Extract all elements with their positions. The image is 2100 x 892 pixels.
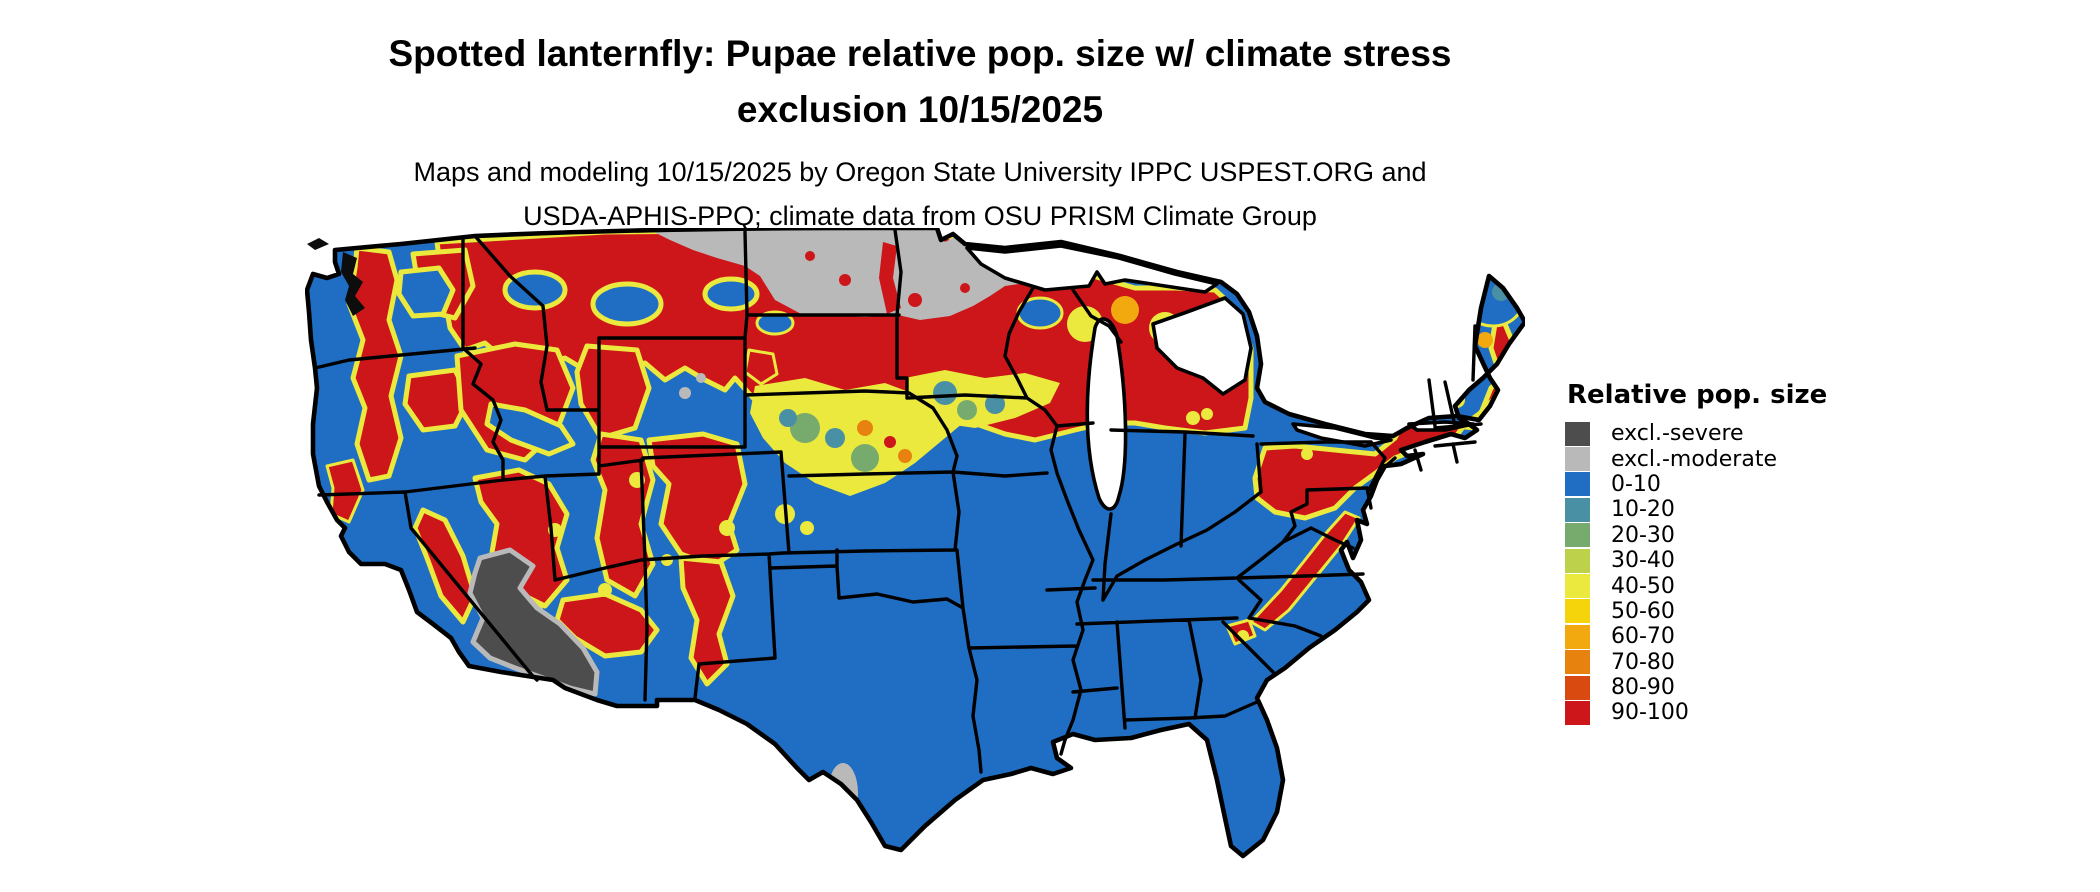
island-speck: [404, 641, 410, 647]
new-mexico-red: [678, 555, 736, 687]
white-mtns-blue: [1439, 344, 1463, 368]
state-borders: [313, 228, 1483, 774]
legend-swatch: [1565, 421, 1590, 446]
green-patch: [957, 400, 977, 420]
map-subtitle: Maps and modeling 10/15/2025 by Oregon S…: [270, 151, 1570, 238]
yellow-patch: [800, 521, 814, 535]
adirondacks-blue: [1344, 367, 1382, 397]
legend-item: 10-20: [1565, 497, 1875, 522]
legend-items: excl.-severe excl.-moderate 0-10 10-20 20-30…: [1565, 421, 1875, 726]
us-outline: [305, 228, 1525, 859]
legend-label: 60-70: [1611, 624, 1675, 650]
orange-patch: [1477, 332, 1493, 348]
legend-swatch: [1565, 472, 1590, 497]
red-speck: [839, 274, 851, 286]
legend: Relative pop. size excl.-severe excl.-mod…: [1565, 380, 1875, 726]
map-title-line2: exclusion 10/15/2025: [736, 88, 1104, 130]
legend-item: 90-100: [1565, 700, 1875, 725]
lake-superior: [965, 244, 1219, 294]
map-title: Spotted lanternfly: Pupae relative pop. …: [270, 26, 1570, 137]
legend-item: 70-80: [1565, 650, 1875, 675]
vancouver-island-edge: [307, 238, 329, 250]
legend-swatch: [1565, 447, 1590, 472]
legend-label: 80-90: [1611, 675, 1675, 701]
map-title-line1: Spotted lanternfly: Pupae relative pop. …: [388, 33, 1452, 74]
teal-patch: [933, 381, 957, 405]
yellow-patch: [598, 583, 612, 597]
legend-swatch: [1565, 650, 1590, 675]
legend-title: Relative pop. size: [1567, 380, 1828, 410]
green-patch: [790, 413, 820, 443]
map-subtitle-line1: Maps and modeling 10/15/2025 by Oregon S…: [413, 157, 1427, 187]
montana-plain-blue: [590, 281, 664, 327]
legend-label: 90-100: [1611, 700, 1689, 726]
legend-swatch: [1565, 523, 1590, 548]
red-speck: [908, 293, 922, 307]
legend-label: 10-20: [1611, 497, 1675, 523]
legend-item: excl.-moderate: [1565, 446, 1875, 472]
red-river-red-streak: [879, 242, 901, 314]
teal-patch: [985, 394, 1005, 414]
gray-speck: [696, 373, 706, 383]
appalachians-red: [1249, 510, 1361, 632]
lake-huron: [1151, 296, 1253, 396]
yellow-patch: [1186, 411, 1200, 425]
legend-swatch: [1565, 675, 1590, 700]
legend-item: 50-60: [1565, 599, 1875, 624]
legend-item: 30-40: [1565, 548, 1875, 573]
legend-item: 40-50: [1565, 573, 1875, 599]
legend-item: 20-30: [1565, 523, 1875, 548]
montana-valley-blue: [502, 269, 568, 311]
excl-severe-speck: [841, 804, 849, 812]
blue-mountains-red: [402, 367, 472, 433]
montana-plain-blue: [702, 276, 760, 312]
nca-coast-range-red: [325, 458, 365, 524]
teal-patch: [825, 428, 845, 448]
red-speck: [960, 283, 970, 293]
yellow-patch: [1201, 408, 1213, 420]
legend-swatch: [1565, 624, 1590, 649]
yellow-patch: [1301, 448, 1313, 460]
red-speck: [884, 436, 896, 448]
title-block: Spotted lanternfly: Pupae relative pop. …: [270, 26, 1570, 238]
puget-sound: [341, 252, 365, 316]
legend-swatch: [1565, 548, 1590, 573]
us-map-svg: [305, 228, 1525, 859]
legend-item: 80-90: [1565, 675, 1875, 700]
legend-label: excl.-moderate: [1611, 446, 1777, 472]
legend-label: 30-40: [1611, 548, 1675, 574]
excl-moderate-south-texas: [828, 763, 858, 823]
legend-item: excl.-severe: [1565, 421, 1875, 446]
legend-swatch: [1565, 497, 1590, 522]
snake-plain-blue: [484, 401, 576, 457]
orange-patch: [898, 449, 912, 463]
legend-item: 60-70: [1565, 624, 1875, 649]
gray-speck: [679, 387, 691, 399]
legend-swatch: [1565, 700, 1590, 725]
orange-patch: [1111, 296, 1139, 324]
orange-patch: [857, 420, 873, 436]
map-subtitle-line2: USDA-APHIS-PPQ; climate data from OSU PR…: [523, 200, 1317, 231]
legend-label: 70-80: [1611, 649, 1675, 675]
legend-item: 0-10: [1565, 472, 1875, 497]
legend-label: 20-30: [1611, 522, 1675, 548]
legend-label: excl.-severe: [1611, 421, 1744, 447]
legend-swatch: [1565, 599, 1590, 624]
teal-patch: [779, 409, 797, 427]
island-speck: [418, 649, 424, 655]
red-speck: [805, 251, 815, 261]
yellowstone-red: [574, 343, 652, 441]
us-risk-map: [305, 228, 1525, 868]
legend-label: 50-60: [1611, 598, 1675, 624]
green-patch: [851, 444, 879, 472]
legend-label: 0-10: [1611, 471, 1661, 497]
lake-michigan: [1085, 317, 1128, 511]
legend-swatch: [1565, 574, 1590, 599]
columbia-basin-blue: [396, 265, 456, 319]
dakota-blue-hole: [755, 310, 795, 336]
legend-label: 40-50: [1611, 573, 1675, 599]
yellow-patch: [719, 520, 735, 536]
